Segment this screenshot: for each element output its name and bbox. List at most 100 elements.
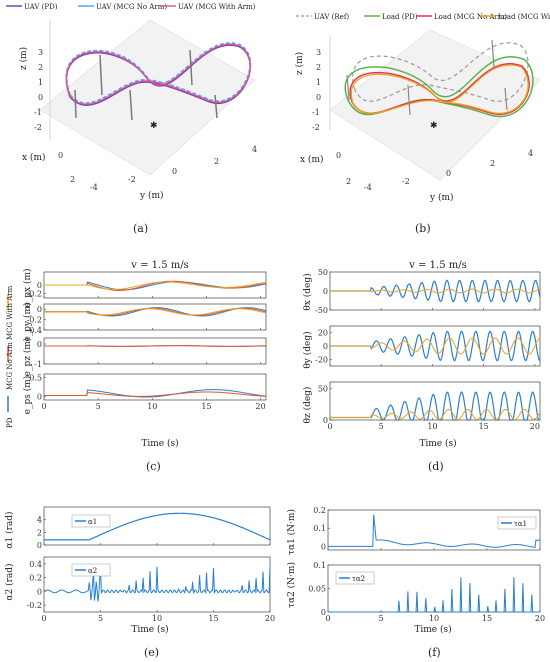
ylabel-d3: θz (deg) <box>302 387 313 424</box>
ytick-label-c4: 0 <box>37 392 42 401</box>
caption-a: (a) <box>133 222 148 235</box>
ylabel-f2: τα2 (N·m) <box>286 562 297 608</box>
xtick-label-e2: 5 <box>98 614 103 623</box>
ytick-label-f2: 0.05 <box>308 585 326 594</box>
svg-text:τα1: τα1 <box>514 520 527 528</box>
ytick-label-d1: 0 <box>323 287 328 296</box>
ytick-label-e1: 2 <box>37 528 42 537</box>
caption-b: (b) <box>415 222 431 235</box>
subplots: 0-0.20-0.2-0.40-10 5 10 15 200.50500-50200-2… <box>27 268 546 623</box>
svg-text:2: 2 <box>346 177 351 186</box>
svg-text:α2: α2 <box>88 567 97 575</box>
ylabel-f1: τα1 (N·m) <box>286 509 297 555</box>
legend-f2: τα2 <box>335 571 375 585</box>
ytick-label-c1: -0.2 <box>27 290 42 299</box>
ytick-label-e2: -0.2 <box>27 601 42 610</box>
xtick-label-f2: 5 <box>378 614 383 623</box>
xlabel-b: x (m) <box>300 154 324 165</box>
subplot-c2: 0 -0.2-0.4 <box>27 303 267 335</box>
svg-text:2: 2 <box>214 157 219 166</box>
ytick-label-c4: 0.5 <box>29 374 42 383</box>
start-marker-b: ✱ <box>430 121 438 131</box>
ytick-label-d3: 0 <box>323 416 328 425</box>
xtick-label-d3: 15 <box>479 422 489 431</box>
series-c4-MCG No Arm <box>44 391 267 397</box>
series-tau-alpha2 <box>328 577 540 613</box>
yticks-a: 4 2 0 -2 -4 <box>90 145 257 192</box>
floor-plane-b <box>329 29 541 181</box>
ytick-label-f2: 0.1 <box>313 561 326 570</box>
xlabel-a: x (m) <box>22 152 46 163</box>
svg-text:PD: PD <box>6 417 14 428</box>
xtick-label-f2: 10 <box>429 614 439 623</box>
xtick-label-c4: 5 <box>96 402 101 411</box>
caption-c: (c) <box>146 460 161 473</box>
load-mcg-noarm-b <box>349 63 530 116</box>
svg-text:-1: -1 <box>312 108 320 117</box>
svg-text:MCG No Arm: MCG No Arm <box>6 342 14 390</box>
svg-text:α1: α1 <box>88 518 97 526</box>
svg-text:-2: -2 <box>402 177 410 186</box>
xtick-label-e2: 10 <box>152 614 162 623</box>
ytick-label-e1: 0 <box>37 541 42 550</box>
subplot-d3: 0 5 10 15 20 50 0 <box>318 381 541 431</box>
ytick-label-e2: 0.2 <box>29 574 42 583</box>
legend-e1: α1 <box>71 514 111 528</box>
xtick-label-e2: 15 <box>208 614 218 623</box>
subplot-c3: 0 -1 <box>34 337 267 369</box>
panel-a: ✱ z (m) x (m) y (m) 3 2 1 0 -1 -2 0 2 4 … <box>6 3 257 235</box>
title-c: v = 1.5 m/s <box>130 260 188 271</box>
xtick-label-d3: 0 <box>327 422 332 431</box>
svg-text:3: 3 <box>316 48 321 57</box>
xtick-label-c4: 20 <box>255 402 265 411</box>
zticks-b: 3 2 1 0 -1 -2 <box>312 48 321 132</box>
svg-text:-4: -4 <box>90 183 98 192</box>
svg-text:-4: -4 <box>364 183 372 192</box>
xtick-label-c4: 0 <box>41 402 46 411</box>
series-alpha1 <box>44 512 271 541</box>
ylabel-c4: e_ps (m) <box>22 376 33 415</box>
svg-text:Load (PD): Load (PD) <box>382 13 418 21</box>
ytick-label-f1: 0.2 <box>313 506 326 515</box>
subplot-d2: 20 0 -20 <box>315 325 541 367</box>
svg-text:-1: -1 <box>34 108 42 117</box>
caption-d: (d) <box>428 460 444 473</box>
ylabel-c1: e_px (m) <box>22 268 33 307</box>
xtick-label-c4: 15 <box>201 402 211 411</box>
tethers-a <box>74 49 218 121</box>
subplot-e1: 4 2 0 <box>37 506 271 550</box>
ytick-label-e2: 0.4 <box>29 560 42 569</box>
panel-b: ✱ z (m) x (m) y (m) 3 2 1 0 -1 -2 0 2 -4… <box>294 13 550 235</box>
svg-text:1: 1 <box>38 78 43 87</box>
ytick-label-d2: 20 <box>318 329 328 338</box>
ylabel-e1: α1 (rad) <box>4 511 15 548</box>
ytick-label-c2: 0 <box>37 305 42 314</box>
ytick-label-e1: 4 <box>37 516 42 525</box>
title-d: v = 1.5 m/s <box>408 260 466 271</box>
ytick-label-d1: 50 <box>318 268 328 277</box>
ytick-label-d1: -50 <box>315 306 328 315</box>
ytick-label-f1: 0.1 <box>313 524 326 533</box>
xtick-label-d3: 20 <box>530 422 540 431</box>
svg-text:τα2: τα2 <box>352 575 365 583</box>
series-c2-MCG With Arm <box>44 308 267 316</box>
series-tau-alpha1 <box>328 514 540 548</box>
legend-b: UAV (Ref) Load (PD) Load (MCG No Arm) Lo… <box>296 13 550 21</box>
ytick-label-d3: 50 <box>318 384 328 393</box>
pd-trajectory-a <box>65 44 251 106</box>
series-d1-MCG <box>330 288 541 294</box>
ylabel-d1: θx (deg) <box>302 273 313 310</box>
series-alpha2 <box>43 566 271 602</box>
ytick-label-c2: -0.4 <box>27 326 42 335</box>
svg-text:Load (MCG With Arm): Load (MCG With Arm) <box>498 13 550 21</box>
svg-text:4: 4 <box>528 149 533 158</box>
svg-text:UAV (Ref): UAV (Ref) <box>314 13 349 21</box>
axes-frame-c3 <box>43 337 267 365</box>
xtick-label-f2: 0 <box>325 614 330 623</box>
ytick-label-d2: 0 <box>323 342 328 351</box>
xticks-a: 0 2 <box>58 151 75 184</box>
load-mcg-arm-b <box>350 64 529 115</box>
ytick-label-c2: -0.2 <box>27 316 42 325</box>
xlabel-c: Time (s) <box>141 438 178 449</box>
